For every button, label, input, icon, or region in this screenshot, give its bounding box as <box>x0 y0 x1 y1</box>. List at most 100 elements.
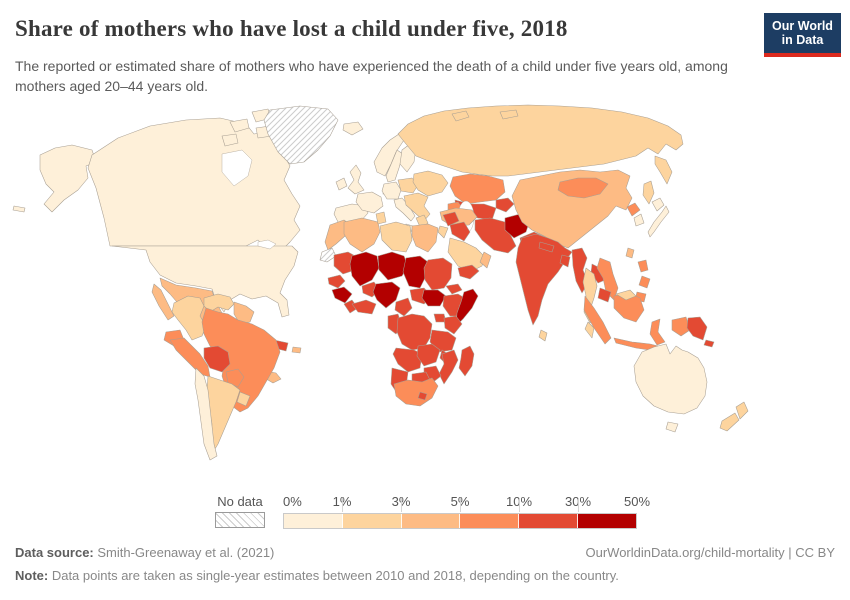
country-united-kingdom[interactable] <box>347 164 365 195</box>
country-new-zealand-south[interactable] <box>719 412 740 432</box>
owid-logo[interactable]: Our World in Data <box>764 13 841 53</box>
country-syria[interactable] <box>442 211 460 227</box>
country-south-korea[interactable] <box>633 213 645 227</box>
country-new-zealand-north[interactable] <box>735 401 749 420</box>
country-zambia[interactable] <box>416 343 441 367</box>
country-russia[interactable] <box>397 104 684 177</box>
country-sri-lanka[interactable] <box>538 329 548 342</box>
country-ukraine-belarus[interactable] <box>412 170 449 197</box>
country-arctic-islands[interactable] <box>229 118 250 133</box>
country-cambodia[interactable] <box>597 287 612 303</box>
country-malaysia-borneo[interactable] <box>615 289 637 301</box>
legend-bin-swatch[interactable] <box>342 514 402 528</box>
country-germany-central-europe[interactable] <box>381 181 402 200</box>
country-alaska[interactable] <box>39 144 97 213</box>
country-angola[interactable] <box>392 347 423 373</box>
country-tanzania[interactable] <box>429 329 457 353</box>
country-tunisia[interactable] <box>375 211 387 225</box>
country-egypt[interactable] <box>411 223 439 253</box>
country-libya[interactable] <box>379 221 413 253</box>
country-lesotho[interactable] <box>417 391 428 401</box>
country-bangladesh[interactable] <box>559 254 571 268</box>
country-algeria[interactable] <box>343 217 381 253</box>
legend-bin-swatch[interactable] <box>460 514 520 528</box>
country-yemen[interactable] <box>457 264 480 280</box>
country-nigeria[interactable] <box>372 281 401 309</box>
country-france[interactable] <box>355 191 384 214</box>
country-south-africa[interactable] <box>393 377 439 407</box>
country-aleutians[interactable] <box>12 205 26 213</box>
country-north-korea[interactable] <box>626 202 641 217</box>
country-sudan[interactable] <box>423 257 453 291</box>
country-indonesia-sulawesi[interactable] <box>649 318 666 346</box>
country-malaysia[interactable] <box>584 321 595 339</box>
country-kazakhstan[interactable] <box>449 173 506 205</box>
country-philippines[interactable] <box>638 275 651 289</box>
country-puerto-rico[interactable] <box>291 346 302 354</box>
country-taiwan[interactable] <box>625 247 635 259</box>
country-usa[interactable] <box>111 245 299 318</box>
country-italy[interactable] <box>393 197 416 222</box>
country-canada[interactable] <box>87 117 301 249</box>
country-norway[interactable] <box>373 133 405 177</box>
country-uruguay[interactable] <box>236 391 251 407</box>
country-western-sahara-no-data[interactable] <box>319 247 337 263</box>
country-indonesia-papua[interactable] <box>671 316 691 337</box>
country-chad[interactable] <box>402 255 429 289</box>
legend-bin-swatch[interactable] <box>401 514 461 528</box>
country-guyanas[interactable] <box>233 301 255 325</box>
country-mozambique[interactable] <box>438 349 459 385</box>
country-guinea-sierra-leone[interactable] <box>331 286 353 304</box>
country-new-britain[interactable] <box>703 339 715 348</box>
country-eritrea[interactable] <box>445 283 463 295</box>
country-somalia[interactable] <box>455 288 479 327</box>
country-madagascar[interactable] <box>458 345 475 377</box>
country-iraq[interactable] <box>449 221 471 242</box>
country-ireland[interactable] <box>335 177 348 191</box>
country-nepal[interactable] <box>538 241 555 253</box>
country-papua-new-guinea[interactable] <box>686 316 708 341</box>
country-cameroon[interactable] <box>394 297 413 317</box>
legend-no-data[interactable]: No data <box>215 494 265 528</box>
world-choropleth-map <box>0 100 850 495</box>
legend-bin-swatch[interactable] <box>519 514 579 528</box>
country-tasmania[interactable] <box>665 421 679 433</box>
country-mongolia[interactable] <box>557 177 609 199</box>
country-senegal[interactable] <box>327 274 346 289</box>
country-niger[interactable] <box>377 251 409 281</box>
country-japan-honshu[interactable] <box>647 205 670 238</box>
owid-url-link[interactable]: OurWorldinData.org/child-mortality | CC … <box>585 545 836 560</box>
country-arctic-islands[interactable] <box>221 133 239 147</box>
country-australia[interactable] <box>633 343 708 415</box>
legend-bin-swatch[interactable] <box>578 514 636 528</box>
country-saudi-arabia[interactable] <box>447 237 485 273</box>
country-bolivia[interactable] <box>203 345 231 373</box>
country-japan-hokkaido[interactable] <box>651 197 665 212</box>
country-novaya-zemlya[interactable] <box>499 109 519 120</box>
country-kenya[interactable] <box>443 315 463 335</box>
legend-color-bar[interactable] <box>283 513 637 529</box>
country-south-sudan[interactable] <box>421 289 447 307</box>
country-philippines[interactable] <box>637 259 649 273</box>
country-baja-california[interactable] <box>151 283 175 321</box>
country-israel-jordan[interactable] <box>437 225 449 239</box>
world-map-svg <box>12 104 749 461</box>
country-paraguay[interactable] <box>225 368 245 388</box>
country-svalbard[interactable] <box>451 110 470 122</box>
country-oman[interactable] <box>479 251 492 269</box>
country-russia-sakhalin[interactable] <box>642 180 655 205</box>
country-balkans[interactable] <box>403 192 431 222</box>
country-greenland-no-data[interactable] <box>263 105 339 165</box>
legend-no-data-swatch[interactable] <box>215 512 265 528</box>
country-chile[interactable] <box>194 367 218 461</box>
country-kyrgyzstan-tajikistan[interactable] <box>495 197 515 213</box>
country-iceland[interactable] <box>342 121 364 136</box>
country-peru[interactable] <box>169 337 211 378</box>
country-indonesia-sumatra[interactable] <box>583 295 612 345</box>
country-mali[interactable] <box>349 251 380 287</box>
country-russia-kamchatka[interactable] <box>654 155 673 185</box>
country-ivory-coast-ghana[interactable] <box>351 299 377 315</box>
country-india[interactable] <box>515 233 573 326</box>
legend-bin-swatch[interactable] <box>284 514 343 528</box>
country-drc[interactable] <box>396 313 433 351</box>
